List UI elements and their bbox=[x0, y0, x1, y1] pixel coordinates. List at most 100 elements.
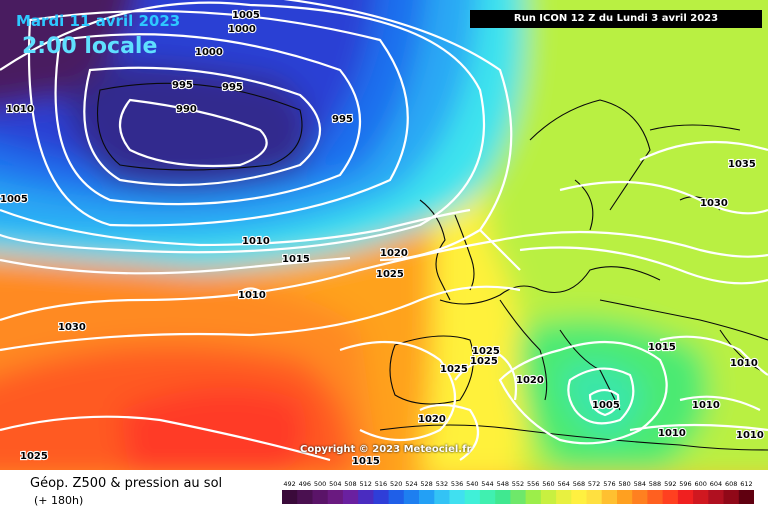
isobar-label: 995 bbox=[332, 114, 353, 125]
isobar-label: 1025 bbox=[20, 451, 48, 462]
scale-label: 540 bbox=[466, 480, 478, 488]
scale-swatch bbox=[632, 490, 648, 504]
scale-swatch bbox=[662, 490, 679, 504]
scale-swatch bbox=[342, 490, 359, 504]
scale-label: 596 bbox=[679, 480, 691, 488]
isobar-label: 1020 bbox=[516, 375, 544, 386]
valid-time: 2:00 locale bbox=[22, 34, 158, 59]
scale-label: 580 bbox=[618, 480, 630, 488]
isobar-label: 1010 bbox=[6, 104, 34, 115]
scale-swatch bbox=[617, 490, 633, 504]
isobar-label: 1010 bbox=[242, 236, 270, 247]
scale-label: 568 bbox=[573, 480, 585, 488]
isobar-label: 1005 bbox=[232, 10, 260, 21]
scale-swatch bbox=[586, 490, 603, 504]
map-title: Géop. Z500 & pression au sol bbox=[30, 476, 223, 491]
scale-label: 532 bbox=[436, 480, 448, 488]
scale-label: 548 bbox=[497, 480, 509, 488]
pressure-map: 1005 1000 1000 1010 995 995 990 995 1010… bbox=[0, 0, 768, 470]
scale-label: 612 bbox=[740, 480, 752, 488]
isobar-label: 1025 bbox=[376, 269, 404, 280]
coastlines bbox=[97, 82, 768, 451]
scale-label: 500 bbox=[314, 480, 326, 488]
scale-swatch bbox=[571, 490, 587, 504]
scale-swatch bbox=[449, 490, 466, 504]
scale-label: 544 bbox=[481, 480, 493, 488]
isobar-label: 1030 bbox=[58, 322, 86, 333]
scale-label: 556 bbox=[527, 480, 539, 488]
scale-label: 600 bbox=[694, 480, 706, 488]
scale-swatch bbox=[677, 490, 694, 504]
isobar-label: 1020 bbox=[418, 414, 446, 425]
scale-label: 604 bbox=[710, 480, 722, 488]
isobar-label: 1035 bbox=[728, 159, 756, 170]
scale-swatch bbox=[708, 490, 724, 504]
scale-swatch bbox=[601, 490, 618, 504]
isobar-label: 1025 bbox=[470, 356, 498, 367]
scale-label: 524 bbox=[405, 480, 417, 488]
scale-label: 588 bbox=[649, 480, 661, 488]
isobar-label: 1000 bbox=[228, 24, 256, 35]
isobar-label: 1000 bbox=[195, 47, 223, 58]
isobar-label: 1015 bbox=[352, 456, 380, 467]
scale-swatch bbox=[388, 490, 405, 504]
scale-label: 608 bbox=[725, 480, 737, 488]
isobar-label: 995 bbox=[172, 80, 193, 91]
scale-swatch bbox=[540, 490, 557, 504]
scale-swatch bbox=[510, 490, 527, 504]
scale-swatch bbox=[312, 490, 329, 504]
scale-label: 516 bbox=[375, 480, 387, 488]
isobar-label: 1010 bbox=[730, 358, 758, 369]
scale-swatch bbox=[419, 490, 435, 504]
scale-swatch bbox=[373, 490, 390, 504]
scale-label: 528 bbox=[420, 480, 432, 488]
copyright-notice: Copyright © 2023 Meteociel.fr bbox=[300, 444, 472, 455]
isobar-labels: 1005 1000 1000 1010 995 995 990 995 1010… bbox=[0, 9, 765, 468]
scale-label: 592 bbox=[664, 480, 676, 488]
scale-swatch bbox=[358, 490, 374, 504]
scale-label: 560 bbox=[542, 480, 554, 488]
isobar-label: 1005 bbox=[0, 194, 28, 205]
scale-swatch bbox=[556, 490, 572, 504]
scale-swatch bbox=[403, 490, 420, 504]
scale-swatch bbox=[434, 490, 450, 504]
scale-label: 564 bbox=[557, 480, 569, 488]
isobar-label: 1025 bbox=[472, 346, 500, 357]
isobar-label: 1030 bbox=[700, 198, 728, 209]
scale-label: 572 bbox=[588, 480, 600, 488]
isobar-label: 990 bbox=[176, 104, 197, 115]
scale-swatch bbox=[479, 490, 496, 504]
isobars bbox=[0, 0, 768, 460]
scale-label: 552 bbox=[512, 480, 524, 488]
forecast-hour: (+ 180h) bbox=[34, 494, 84, 507]
scale-label: 504 bbox=[329, 480, 341, 488]
isobar-label: 1020 bbox=[380, 248, 408, 259]
scale-label: 584 bbox=[634, 480, 646, 488]
color-scale: 492 496 500 504 508 512 516 520 524 528 532 536 540 5… bbox=[282, 480, 754, 504]
scale-swatch bbox=[327, 490, 344, 504]
scale-label: 536 bbox=[451, 480, 463, 488]
valid-date: Mardi 11 avril 2023 bbox=[16, 12, 181, 30]
scale-swatch bbox=[464, 490, 481, 504]
scale-swatch bbox=[282, 490, 298, 504]
scale-label: 492 bbox=[283, 480, 295, 488]
scale-swatch bbox=[693, 490, 709, 504]
scale-swatch bbox=[495, 490, 511, 504]
isobar-label: 1015 bbox=[282, 254, 310, 265]
isobar-label: 1010 bbox=[736, 430, 764, 441]
isobar-label: 1010 bbox=[238, 290, 266, 301]
isobar-label: 1010 bbox=[692, 400, 720, 411]
isobar-label: 1015 bbox=[648, 342, 676, 353]
isobar-label: 1025 bbox=[440, 364, 468, 375]
scale-label: 576 bbox=[603, 480, 615, 488]
scale-label: 520 bbox=[390, 480, 402, 488]
isobar-label: 1005 bbox=[592, 400, 620, 411]
scale-swatch bbox=[738, 490, 754, 504]
scale-swatch bbox=[723, 490, 740, 504]
scale-label: 512 bbox=[359, 480, 371, 488]
isobar-label: 995 bbox=[222, 82, 243, 93]
scale-label: 508 bbox=[344, 480, 356, 488]
scale-swatch bbox=[647, 490, 664, 504]
scale-swatch bbox=[297, 490, 313, 504]
isobar-label: 1010 bbox=[658, 428, 686, 439]
